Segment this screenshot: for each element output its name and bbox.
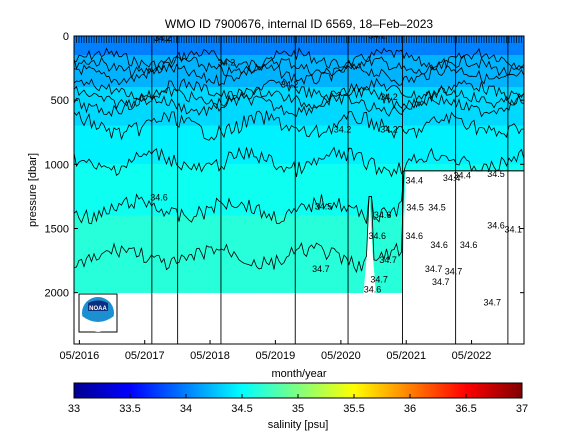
colorbar: 33 33.5 34 34.5 35 35.5 36 36.5 37 salinity [psu…	[68, 382, 528, 431]
contour-34-4-0	[74, 110, 524, 141]
contour-label-16: 34.5	[428, 203, 446, 213]
contour-label-29: 34.2	[218, 58, 236, 68]
contour-lines	[74, 47, 524, 274]
contour-34-2-0	[74, 47, 524, 72]
x-tick-label-3: 05/2019	[255, 350, 295, 362]
contour-label-28: 34.2	[154, 33, 172, 43]
contour-label-18: 34.6	[430, 240, 448, 250]
contour-label-4: 34.7	[379, 255, 397, 265]
colorbar-tick-label-5: 35.5	[343, 403, 364, 415]
contour-label-19: 34.6	[460, 240, 478, 250]
x-tick-label-1: 05/2017	[125, 350, 165, 362]
contour-label-12: 34.4	[443, 173, 461, 183]
y-axis: 0 500 1000 1500 2000	[45, 31, 524, 300]
contour-label-11: 34.4	[406, 176, 424, 186]
contour-label-9: 34.2	[380, 124, 398, 134]
contour-label-21: 34.1	[504, 224, 522, 234]
contour-34-7-0	[74, 170, 524, 274]
contour-label-8: 34.2	[334, 124, 352, 134]
y-tick-label-0: 0	[63, 31, 69, 43]
contour-label-7: 34.2	[281, 79, 299, 89]
plot-frame	[73, 35, 525, 345]
y-tick-label-1: 500	[51, 95, 69, 107]
contour-label-20: 34.6	[487, 221, 505, 231]
contour-label-17: 34.6	[406, 231, 424, 241]
x-tick-label-0: 05/2016	[59, 350, 99, 362]
contour-34-3-0	[74, 77, 524, 102]
colorbar-tick-label-8: 37	[516, 403, 528, 415]
contour-34-2-2	[74, 62, 524, 87]
contour-label-27: 34.2	[368, 31, 386, 41]
y-axis-label: pressure [dbar]	[27, 153, 39, 227]
colorbar-tick-label-4: 35	[292, 403, 304, 415]
x-axis-label: month/year	[271, 368, 326, 380]
contour-34-3-1	[74, 85, 524, 110]
profile-tick-marks	[73, 36, 525, 43]
logo-text: NOAA	[89, 306, 107, 312]
contour-label-13: 34.4	[453, 170, 471, 180]
colorbar-tick-label-0: 33	[68, 403, 80, 415]
profile-lines	[151, 36, 509, 344]
contour-label-3: 34.6	[368, 231, 386, 241]
chart-title: WMO ID 7900676, internal ID 6569, 18–Feb…	[165, 17, 433, 31]
plot-area: 34.634.534.734.634.734.634.634.234.2 34.2…	[74, 31, 524, 344]
contour-label-26: 34.7	[370, 274, 388, 284]
contour-label-0: 34.6	[150, 192, 168, 202]
x-tick-label-2: 05/2018	[190, 350, 230, 362]
contour-label-14: 34.5	[487, 169, 505, 179]
contour-label-2: 34.7	[312, 264, 330, 274]
y-tick-label-4: 2000	[45, 288, 69, 300]
y-tick-label-2: 1000	[45, 159, 69, 171]
colorbar-tick-label-2: 34	[180, 403, 192, 415]
contour-label-24: 34.7	[432, 277, 450, 287]
colorbar-tick-label-7: 36.5	[455, 403, 476, 415]
contour-label-23: 34.7	[445, 267, 463, 277]
x-tick-label-5: 05/2021	[386, 350, 426, 362]
colorbar-tick-label-6: 36	[404, 403, 416, 415]
contour-label-10: 34.2	[380, 92, 398, 102]
contour-34-3-2	[74, 93, 524, 118]
x-tick-label-6: 05/2022	[452, 350, 492, 362]
colorbar-tick-label-1: 33.5	[119, 403, 140, 415]
contour-label-15: 34.5	[406, 203, 424, 213]
x-tick-label-4: 05/2020	[321, 350, 361, 362]
x-axis: 05/2016 05/2017 05/2018 05/2019 05/2020 05/20…	[59, 340, 491, 362]
contour-label-6: 34.6	[374, 210, 392, 220]
noaa-logo-icon: NOAA	[78, 293, 118, 333]
colorbar-ticks: 33 33.5 34 34.5 35 35.5 36 36.5 37	[68, 394, 528, 415]
contour-34-2-1	[74, 54, 524, 79]
contour-label-1: 34.5	[315, 201, 333, 211]
contour-labels: 34.634.534.734.634.734.634.634.234.2 34.2…	[150, 31, 522, 308]
y-tick-label-3: 1500	[45, 224, 69, 236]
contour-label-25: 34.7	[484, 298, 502, 308]
colorbar-tick-label-3: 34.5	[231, 403, 252, 415]
contour-label-22: 34.7	[425, 264, 443, 274]
colorbar-label: salinity [psu]	[268, 419, 329, 431]
contour-label-5: 34.6	[364, 285, 382, 295]
contour-34-5-0	[74, 146, 524, 178]
